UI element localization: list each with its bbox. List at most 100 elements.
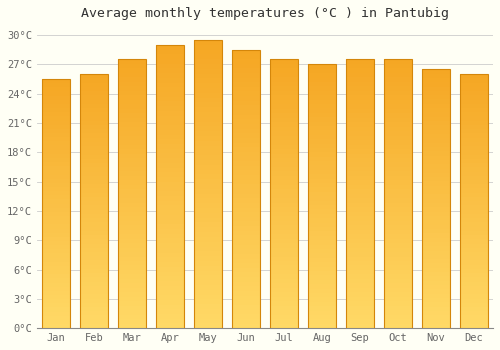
Bar	[194, 218, 222, 223]
Bar	[270, 301, 297, 306]
Bar	[42, 79, 70, 328]
Bar	[270, 158, 297, 162]
Bar	[346, 234, 374, 239]
Bar	[156, 88, 184, 92]
Bar	[270, 162, 297, 167]
Bar	[156, 257, 184, 262]
Bar	[308, 249, 336, 253]
Bar	[460, 150, 487, 155]
Bar	[460, 138, 487, 142]
Bar	[422, 272, 450, 276]
Bar	[80, 155, 108, 159]
Bar	[422, 82, 450, 86]
Bar	[308, 192, 336, 196]
Bar	[346, 306, 374, 310]
Bar	[156, 304, 184, 309]
Bar	[422, 242, 450, 246]
Bar	[42, 262, 70, 266]
Bar	[194, 64, 222, 69]
Bar	[42, 146, 70, 149]
Bar	[460, 129, 487, 133]
Bar	[270, 234, 297, 239]
Bar	[422, 285, 450, 289]
Bar	[384, 104, 411, 109]
Bar	[42, 149, 70, 154]
Bar	[308, 324, 336, 328]
Bar	[232, 175, 260, 180]
Bar	[232, 152, 260, 156]
Bar	[422, 259, 450, 264]
Bar	[80, 269, 108, 273]
Bar	[460, 91, 487, 95]
Bar	[156, 116, 184, 120]
Bar	[460, 99, 487, 104]
Bar	[384, 162, 411, 167]
Bar	[346, 319, 374, 324]
Bar	[308, 227, 336, 231]
Bar	[80, 83, 108, 87]
Bar	[194, 184, 222, 189]
Bar	[346, 221, 374, 225]
Bar	[42, 191, 70, 195]
Bar	[232, 105, 260, 110]
Bar	[460, 235, 487, 239]
Bar	[422, 125, 450, 130]
Bar	[270, 306, 297, 310]
Bar	[156, 97, 184, 102]
Bar	[232, 240, 260, 245]
Bar	[194, 314, 222, 318]
Bar	[118, 310, 146, 315]
Bar	[232, 212, 260, 217]
Bar	[194, 103, 222, 107]
Bar	[194, 232, 222, 237]
Bar	[460, 146, 487, 150]
Bar	[42, 316, 70, 320]
Bar	[118, 60, 146, 64]
Bar	[232, 323, 260, 328]
Bar	[422, 181, 450, 186]
Bar	[156, 248, 184, 253]
Bar	[194, 309, 222, 314]
Bar	[460, 74, 487, 78]
Bar	[308, 306, 336, 310]
Bar	[460, 108, 487, 112]
Bar	[308, 108, 336, 113]
Bar	[42, 83, 70, 88]
Bar	[384, 315, 411, 319]
Bar	[346, 69, 374, 73]
Bar	[118, 131, 146, 135]
Bar	[194, 203, 222, 208]
Bar	[346, 60, 374, 328]
Bar	[156, 219, 184, 224]
Bar	[232, 217, 260, 222]
Bar	[270, 243, 297, 247]
Bar	[42, 287, 70, 291]
Bar	[42, 224, 70, 229]
Bar	[346, 257, 374, 261]
Bar	[460, 176, 487, 180]
Bar	[346, 203, 374, 207]
Bar	[308, 135, 336, 139]
Bar	[346, 167, 374, 172]
Bar	[384, 266, 411, 270]
Bar	[384, 284, 411, 288]
Bar	[346, 212, 374, 216]
Bar	[384, 216, 411, 221]
Bar	[422, 251, 450, 255]
Bar	[460, 214, 487, 218]
Bar	[384, 140, 411, 145]
Bar	[232, 50, 260, 54]
Bar	[384, 86, 411, 91]
Bar	[460, 311, 487, 315]
Bar	[308, 240, 336, 245]
Bar	[308, 280, 336, 284]
Bar	[422, 311, 450, 315]
Bar	[270, 91, 297, 95]
Bar	[346, 145, 374, 149]
Bar	[270, 77, 297, 82]
Bar	[232, 54, 260, 59]
Bar	[118, 216, 146, 221]
Bar	[422, 298, 450, 302]
Bar	[346, 189, 374, 194]
Bar	[118, 100, 146, 104]
